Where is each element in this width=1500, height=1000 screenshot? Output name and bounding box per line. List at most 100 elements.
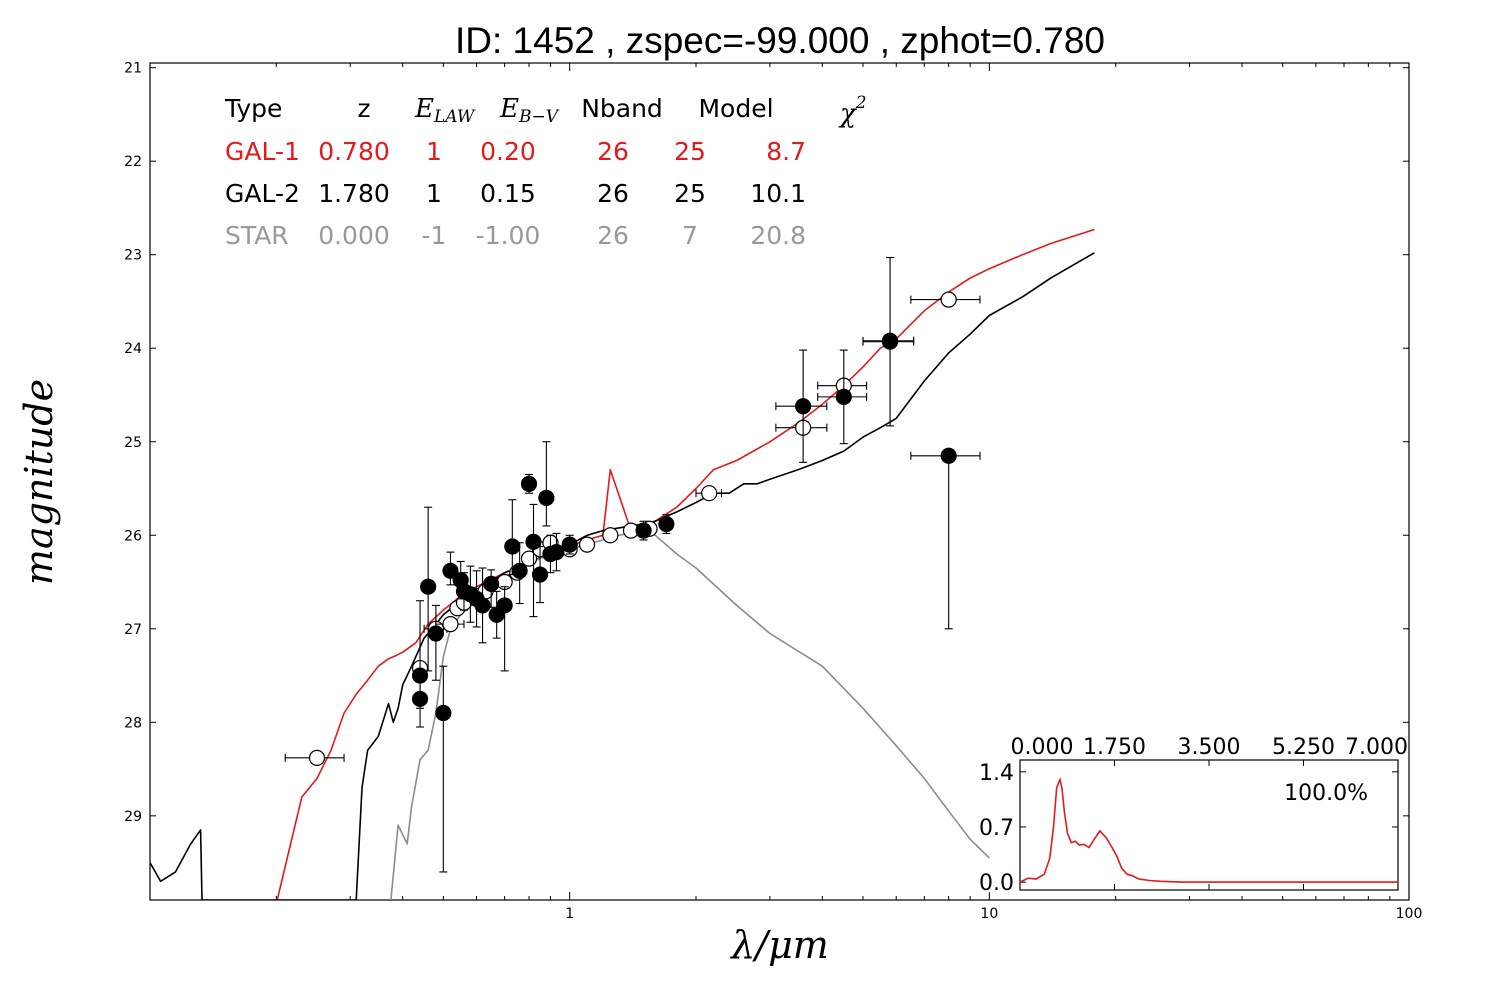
model-point xyxy=(284,749,345,766)
observed-point xyxy=(561,534,578,555)
table-cell-ebv: 0.15 xyxy=(480,179,536,208)
inset-y-tick-label: 0.0 xyxy=(979,871,1014,896)
x-tick-label: 10 xyxy=(980,906,998,922)
model-point xyxy=(520,550,538,567)
observed-marker xyxy=(435,704,452,722)
observed-marker xyxy=(561,536,578,553)
observed-point xyxy=(910,447,981,630)
sed-curve-2 xyxy=(390,529,990,900)
observed-point xyxy=(658,514,675,534)
model-marker xyxy=(701,485,718,502)
observed-point xyxy=(483,569,500,608)
table-cell-type: STAR xyxy=(225,221,289,250)
model-point xyxy=(578,536,596,553)
observed-marker xyxy=(442,562,459,579)
observed-point xyxy=(474,567,491,644)
inset-frame xyxy=(1019,759,1399,891)
observed-point xyxy=(442,551,459,586)
model-marker xyxy=(602,527,619,544)
y-tick-label: 21 xyxy=(124,61,142,77)
observed-point xyxy=(548,532,565,572)
y-tick-label: 23 xyxy=(124,248,142,264)
pdz-curve xyxy=(1019,777,1398,883)
x-axis-label: λ/μm xyxy=(729,923,829,967)
observed-point xyxy=(411,679,429,728)
y-tick-label: 24 xyxy=(124,341,142,357)
inset-x-tick-label: 5.250 xyxy=(1272,735,1335,760)
observed-point xyxy=(817,349,868,445)
table-cell-chi2: 20.8 xyxy=(750,221,806,250)
table-cell-model: 25 xyxy=(674,137,706,166)
header-model: Model xyxy=(698,94,773,123)
observed-point xyxy=(775,349,828,463)
model-marker xyxy=(578,536,596,553)
inset-x-tick-label: 7.000 xyxy=(1345,735,1408,760)
table-cell-z: 0.780 xyxy=(318,137,390,166)
table-cell-chi2: 10.1 xyxy=(750,179,806,208)
x-tick-label: 1 xyxy=(565,906,574,922)
table-cell-ebv: -1.00 xyxy=(476,221,541,250)
model-point xyxy=(695,485,723,502)
table-cell-type: GAL-2 xyxy=(225,179,300,208)
table-cell-nband: 26 xyxy=(597,179,629,208)
inset-y-tick-label: 1.4 xyxy=(979,761,1014,786)
table-cell-chi2: 8.7 xyxy=(766,137,806,166)
inset-y-tick-label: 0.7 xyxy=(979,816,1014,841)
chart-title: ID: 1452 , zspec=-99.000 , zphot=0.780 xyxy=(455,20,1105,61)
observed-point xyxy=(427,604,444,681)
y-tick-label: 29 xyxy=(124,809,142,825)
observed-point xyxy=(531,545,549,604)
observed-marker xyxy=(483,575,500,593)
model-marker xyxy=(442,616,459,633)
observed-marker xyxy=(411,690,429,708)
y-tick-label: 25 xyxy=(124,435,142,451)
observed-point xyxy=(635,520,652,541)
observed-marker xyxy=(658,515,675,533)
y-tick-label: 22 xyxy=(124,154,142,170)
observed-marker xyxy=(548,544,565,561)
y-tick-label: 26 xyxy=(124,528,142,544)
observed-marker xyxy=(511,562,528,579)
observed-point xyxy=(520,473,538,494)
sed-curve-0 xyxy=(276,228,1095,900)
table-cell-model: 25 xyxy=(674,179,706,208)
observed-marker xyxy=(496,597,513,614)
inset-x-tick-label: 0.000 xyxy=(1011,735,1074,760)
observed-marker xyxy=(531,566,549,583)
model-curves xyxy=(150,228,1095,900)
observed-marker xyxy=(525,533,542,550)
table-cell-ebv: 0.20 xyxy=(480,137,536,166)
observed-marker xyxy=(474,597,491,614)
inset-annotation: 100.0% xyxy=(1284,781,1368,806)
observed-point xyxy=(420,506,437,672)
table-cell-model: 7 xyxy=(682,221,698,250)
fit-table: Type z ELAW EB−V Nband Model χ2 GAL-1 0.7… xyxy=(224,93,867,250)
y-tick-label: 28 xyxy=(124,715,142,731)
table-cell-elaw: 1 xyxy=(426,179,442,208)
table-cell-z: 1.780 xyxy=(318,179,390,208)
model-marker xyxy=(940,291,957,308)
pdz-inset: 0.000 1.750 3.500 5.250 7.000 1.4 0.7 0.0 100.0% xyxy=(979,735,1408,896)
observed-point xyxy=(525,503,542,618)
model-point xyxy=(602,527,619,544)
inset-x-tick-label: 3.500 xyxy=(1178,735,1241,760)
table-cell-z: 0.000 xyxy=(318,221,390,250)
sed-curve-1 xyxy=(150,252,1095,900)
y-axis-label: magnitude xyxy=(17,379,61,585)
table-cell-elaw: -1 xyxy=(422,221,447,250)
plot-frame xyxy=(149,62,1410,901)
observed-point xyxy=(511,542,528,605)
model-point xyxy=(910,291,981,308)
observed-marker xyxy=(520,475,538,492)
observed-marker xyxy=(504,538,521,555)
model-marker xyxy=(520,550,538,567)
observed-point xyxy=(538,441,555,527)
observed-marker xyxy=(881,333,899,350)
x-axis: 1 10 100 xyxy=(149,63,1423,922)
x-tick-label: 100 xyxy=(1396,906,1423,922)
y-tick-label: 27 xyxy=(124,622,142,638)
observed-point xyxy=(862,256,915,427)
table-cell-nband: 26 xyxy=(597,137,629,166)
header-chi2: χ2 xyxy=(838,93,867,129)
